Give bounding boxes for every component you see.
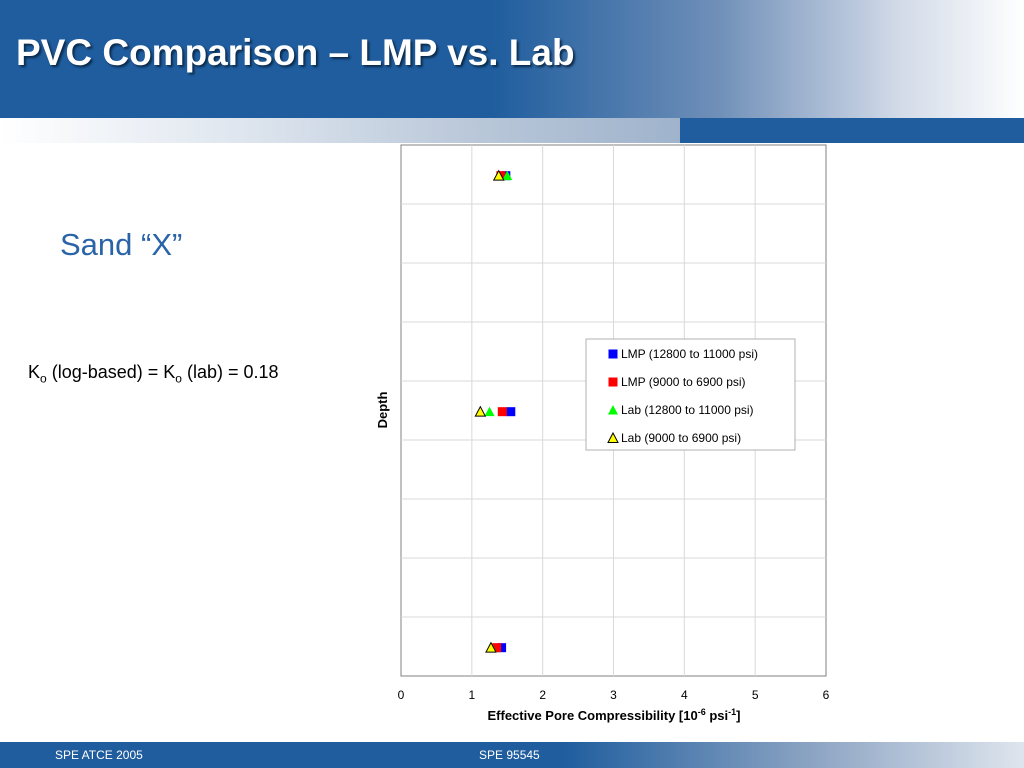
legend-label-4: Lab (9000 to 6900 psi) xyxy=(621,431,741,445)
data-points xyxy=(474,169,516,653)
data-point-series-3 xyxy=(502,170,513,181)
legend-marker-3 xyxy=(608,405,618,415)
slide-subtitle: Sand “X” xyxy=(60,227,183,262)
x-tick-label: 0 xyxy=(398,688,405,702)
legend-marker-4 xyxy=(607,431,619,443)
footer-conference: SPE ATCE 2005 xyxy=(55,748,143,762)
legend: LMP (12800 to 11000 psi) LMP (9000 to 690… xyxy=(585,338,796,451)
data-point-series-2 xyxy=(492,643,502,653)
header-bar: PVC Comparison – LMP vs. Lab xyxy=(0,0,1024,118)
scatter-chart: 0 1 2 3 4 5 6 Depth Effective Pore Compressibi… xyxy=(375,144,830,723)
data-point-series-4 xyxy=(485,641,497,653)
data-point-series-1 xyxy=(497,643,507,653)
ko-note-k1: K xyxy=(28,362,41,382)
data-point-series-4 xyxy=(492,169,505,181)
footer-bar: SPE ATCE 2005 SPE 95545 xyxy=(0,742,1024,768)
x-tick-labels: 0 1 2 3 4 5 6 xyxy=(398,688,830,702)
data-point-series-3 xyxy=(484,406,495,417)
x-tick-label: 5 xyxy=(752,688,759,702)
legend-marker-2 xyxy=(608,377,618,387)
header-band-fade xyxy=(0,118,680,143)
x-tick-label: 1 xyxy=(468,688,475,702)
legend-label-1: LMP (12800 to 11000 psi) xyxy=(621,347,758,361)
ko-note-sub1: o xyxy=(40,371,47,386)
slide-title: PVC Comparison – LMP vs. Lab xyxy=(16,32,575,73)
x-tick-label: 6 xyxy=(823,688,830,702)
ko-note-mid: (log-based) = K xyxy=(46,362,176,382)
ko-note-end: (lab) = 0.18 xyxy=(181,362,279,382)
legend-label-2: LMP (9000 to 6900 psi) xyxy=(621,375,746,389)
ko-note: Ko (log-based) = Ko (lab) = 0.18 xyxy=(28,362,279,386)
legend-items: LMP (12800 to 11000 psi) LMP (9000 to 690… xyxy=(607,347,758,445)
legend-box xyxy=(585,338,796,451)
x-tick-label: 4 xyxy=(681,688,688,702)
footer-paper-number: SPE 95545 xyxy=(479,748,540,762)
data-point-series-1 xyxy=(506,407,516,417)
x-axis-label: Effective Pore Compressibility [10-6 psi… xyxy=(487,707,740,723)
y-axis-label: Depth xyxy=(375,392,390,429)
x-tick-label: 2 xyxy=(539,688,546,702)
data-point-series-4 xyxy=(474,405,487,417)
data-point-series-2 xyxy=(497,407,507,417)
legend-marker-1 xyxy=(608,349,618,359)
x-tick-label: 3 xyxy=(610,688,617,702)
legend-label-3: Lab (12800 to 11000 psi) xyxy=(621,403,754,417)
ko-note-sub2: o xyxy=(175,371,182,386)
